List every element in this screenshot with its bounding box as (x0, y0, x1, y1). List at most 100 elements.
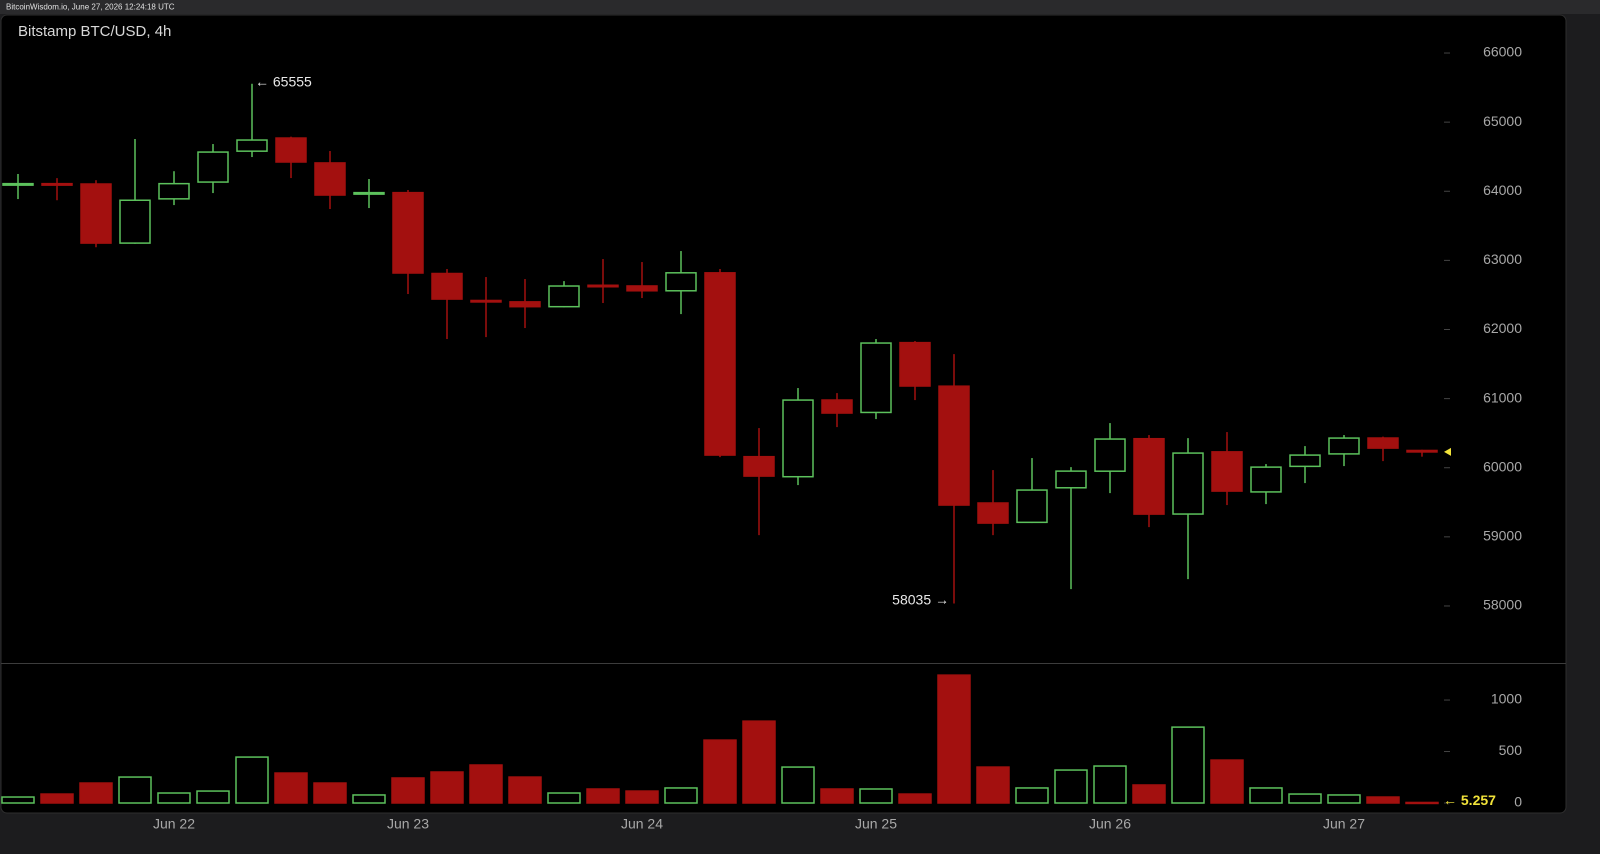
candle-body (626, 285, 658, 292)
x-tick-label: Jun 25 (855, 816, 897, 832)
volume-bar (1, 796, 35, 804)
volume-bar (1171, 726, 1205, 804)
volume-bar (625, 790, 659, 804)
candle-body (431, 272, 463, 300)
volume-bar (820, 788, 854, 804)
candle-body (1055, 470, 1087, 489)
volume-bar (391, 777, 425, 804)
x-tick-label: Jun 24 (621, 816, 663, 832)
volume-bar (898, 793, 932, 804)
last-price-marker (1444, 447, 1451, 456)
y-tick-label: 60000 (1483, 458, 1522, 474)
low-annotation: 58035 → (892, 591, 949, 607)
candle-body (275, 137, 307, 163)
x-tick-label: Jun 26 (1089, 816, 1131, 832)
candle-body (899, 341, 931, 387)
candle-body (353, 191, 385, 195)
volume-bar (430, 771, 464, 804)
candle-body (860, 342, 892, 414)
volume-bar (664, 787, 698, 804)
volume-bar (274, 772, 308, 804)
candle-body (2, 182, 34, 186)
volume-bar (937, 674, 971, 804)
candle-body (1406, 449, 1438, 453)
high-annotation: ← 65555 (255, 73, 312, 89)
volume-bar (859, 788, 893, 804)
candle-body (548, 285, 580, 308)
y-tick-label: 59000 (1483, 528, 1522, 544)
volume-bar (1366, 796, 1400, 804)
candle-body (587, 284, 619, 288)
x-tick-label: Jun 23 (387, 816, 429, 832)
volume-bar (703, 739, 737, 804)
volume-bar (118, 776, 152, 804)
candle-body (1172, 452, 1204, 515)
candle-body (782, 399, 814, 478)
candle-body (1289, 454, 1321, 468)
volume-bar (1249, 787, 1283, 804)
candle-body (821, 399, 853, 414)
candle-body (314, 162, 346, 196)
candle-body (977, 502, 1009, 524)
candle-body (41, 182, 73, 186)
header-bar (0, 0, 1600, 14)
x-tick-label: Jun 22 (153, 816, 195, 832)
candle-body (1094, 438, 1126, 472)
candle-body (704, 272, 736, 456)
header-text: BitcoinWisdom.io, June 27, 2026 12:24:18… (6, 3, 175, 12)
volume-bar (1327, 794, 1361, 804)
y-tick-label: 63000 (1483, 251, 1522, 267)
volume-bar (469, 764, 503, 804)
y-tick-label: 64000 (1483, 182, 1522, 198)
candle-body (236, 139, 268, 152)
candle-body (1367, 437, 1399, 449)
y-tick-label: 58000 (1483, 597, 1522, 613)
candle-body (392, 191, 424, 274)
y-tick-label: 65000 (1483, 113, 1522, 129)
volume-bar (1405, 801, 1439, 805)
volume-bar (79, 782, 113, 804)
volume-bar (235, 756, 269, 804)
candle-body (1133, 437, 1165, 515)
candle-body (119, 199, 151, 244)
candle-body (1250, 466, 1282, 493)
y-tick-label: 1000 (1491, 691, 1522, 707)
candle-body (197, 151, 229, 183)
volume-bar (157, 792, 191, 804)
volume-bar (976, 766, 1010, 804)
y-tick-label: 61000 (1483, 389, 1522, 405)
volume-bar (1015, 787, 1049, 804)
y-tick-label: 0 (1514, 794, 1522, 810)
y-tick-label: 62000 (1483, 320, 1522, 336)
y-tick-label: 500 (1499, 742, 1523, 758)
volume-bar (1288, 793, 1322, 804)
volume-bar (742, 720, 776, 804)
volume-bar (1054, 769, 1088, 804)
volume-bar (586, 788, 620, 804)
volume-bar (1093, 765, 1127, 804)
volume-bar (40, 793, 74, 804)
volume-bar (508, 776, 542, 804)
volume-bar (547, 792, 581, 804)
y-tick-label: 66000 (1483, 44, 1522, 60)
volume-bar (196, 790, 230, 804)
candle-body (665, 272, 697, 292)
volume-bar (781, 766, 815, 804)
candle-body (158, 182, 190, 200)
volume-value-label: ← 5.257 (1443, 792, 1496, 808)
candle-body (470, 299, 502, 303)
candle-body (1016, 489, 1048, 524)
candle-body (743, 455, 775, 477)
candle-body (80, 183, 112, 244)
chart-title: Bitstamp BTC/USD, 4h (18, 23, 171, 40)
candle-body (509, 301, 541, 308)
volume-bar (313, 782, 347, 804)
volume-bar (1210, 759, 1244, 804)
x-tick-label: Jun 27 (1323, 816, 1365, 832)
volume-bar (352, 794, 386, 804)
candle-body (1211, 451, 1243, 492)
volume-bar (1132, 784, 1166, 804)
candle-body (1328, 437, 1360, 455)
